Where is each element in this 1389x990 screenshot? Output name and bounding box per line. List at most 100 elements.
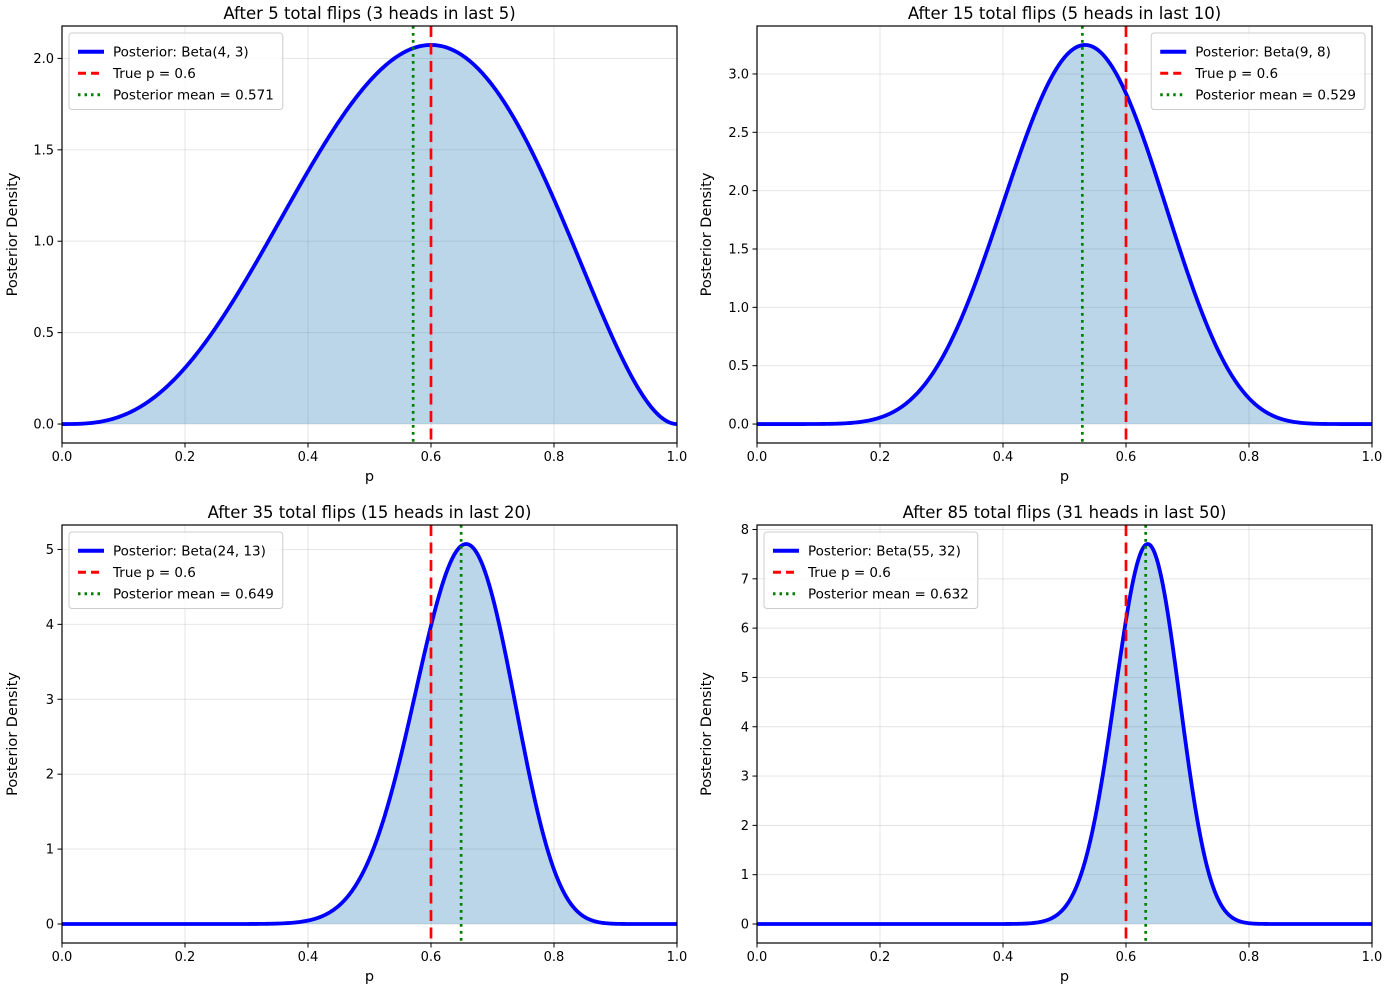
x-tick-label: 0.6 [1116,450,1137,465]
subplot-1: After 5 total flips (3 heads in last 5) … [0,0,694,495]
y-tick-label: 0.0 [33,418,54,433]
posterior-fill [757,44,1372,425]
subplot-3: After 35 total flips (15 heads in last 2… [0,495,694,990]
legend-label: Posterior mean = 0.571 [113,87,274,103]
x-tick-label: 0.4 [993,450,1014,465]
x-tick-label: 0.0 [52,450,73,465]
x-axis-label: p [365,469,374,485]
x-axis-label: p [365,969,374,985]
y-tick-label: 3 [741,770,749,785]
axes-spines [61,524,678,944]
y-tick-label: 0 [741,918,749,933]
x-tick-label: 0.0 [747,450,768,465]
chart-canvas: 0.0 0.2 0.4 0.6 0.8 1.0 0 1 2 3 4 5 p Posterior Densi… [5,524,688,985]
y-tick-label: 6 [741,622,749,637]
x-tick-label: 0.0 [52,950,73,965]
x-tick-label: 0.2 [870,950,891,965]
legend-box [68,531,284,609]
y-tick-label: 0 [46,918,54,933]
legend-label: Posterior mean = 0.529 [1195,87,1356,103]
x-tick-label: 0.2 [870,450,891,465]
legend-box [763,531,979,609]
y-tick-label: 1.5 [33,143,54,158]
y-tick-label: 0.5 [33,326,54,341]
x-tick-label: 0.2 [175,950,196,965]
y-tick-label: 0.0 [728,418,749,433]
y-axis-label: Posterior Density [699,172,715,296]
x-tick-label: 0.4 [298,450,319,465]
y-tick-label: 5 [741,671,749,686]
chart-canvas: 0.0 0.2 0.4 0.6 0.8 1.0 0.0 0.5 1.0 1.5 2.0 2.5 3.0 p… [699,25,1383,485]
legend: Posterior: Beta(9, 8) True p = 0.6 Posteri… [1150,32,1366,110]
x-tick-label: 0.8 [544,950,565,965]
axes-spines [756,524,1373,944]
chart-canvas: 0.0 0.2 0.4 0.6 0.8 1.0 0.0 0.5 1.0 1.5 2.0 p Poster… [5,25,688,485]
legend-box [1150,32,1366,110]
subplot-4: After 85 total flips (31 heads in last 5… [694,495,1389,990]
y-tick-label: 2.5 [728,126,749,141]
x-tick-label: 0.8 [1239,450,1260,465]
y-tick-label: 5 [46,543,54,558]
legend: Posterior: Beta(4, 3) True p = 0.6 Posteri… [68,32,284,110]
y-tick-label: 4 [741,720,749,735]
y-tick-label: 7 [741,572,749,587]
y-axis-label: Posterior Density [5,672,21,796]
x-axis-label: p [1060,469,1069,485]
x-tick-label: 1.0 [667,450,688,465]
x-tick-label: 0.6 [421,950,442,965]
y-tick-label: 1.5 [728,243,749,258]
x-tick-label: 1.0 [1362,950,1383,965]
chart-title: After 85 total flips (31 heads in last 5… [902,503,1227,522]
posterior-curve [61,43,678,426]
x-axis-label: p [1060,969,1069,985]
legend-label: Posterior: Beta(24, 13) [113,543,266,559]
posterior-curve [61,542,678,926]
y-tick-label: 0.5 [728,359,749,374]
x-tick-label: 0.6 [421,450,442,465]
y-axis-label: Posterior Density [699,672,715,796]
y-tick-label: 1 [46,843,54,858]
legend: Posterior: Beta(55, 32) True p = 0.6 Poste… [763,531,979,609]
posterior-curve [756,43,1373,426]
chart-title: After 15 total flips (5 heads in last 10… [907,4,1222,23]
legend-box [68,32,284,110]
chart-canvas: 0.0 0.2 0.4 0.6 0.8 1.0 0 1 2 3 4 5 6 7 8 p Posterior De… [699,523,1383,985]
axes-spines [61,25,678,444]
legend-label: True p = 0.6 [807,565,891,581]
posterior-curve [756,542,1373,926]
y-tick-label: 1.0 [33,235,54,250]
y-tick-label: 2.0 [33,52,54,67]
legend-label: True p = 0.6 [1194,66,1278,82]
x-tick-label: 0.4 [298,950,319,965]
posterior-fill [62,544,677,924]
x-tick-label: 1.0 [1362,450,1383,465]
legend-label: Posterior: Beta(55, 32) [808,543,961,559]
x-tick-label: 0.2 [175,450,196,465]
x-tick-label: 0.0 [747,950,768,965]
legend-label: True p = 0.6 [112,66,196,82]
y-tick-label: 2 [741,819,749,834]
x-tick-label: 0.6 [1116,950,1137,965]
y-axis-label: Posterior Density [5,172,21,296]
y-tick-label: 8 [741,523,749,538]
x-tick-label: 0.4 [993,950,1014,965]
x-tick-label: 0.8 [1239,950,1260,965]
subplot-2: After 15 total flips (5 heads in last 10… [694,0,1389,495]
legend-label: Posterior: Beta(4, 3) [113,44,249,60]
legend: Posterior: Beta(24, 13) True p = 0.6 Poste… [68,531,284,609]
legend-label: True p = 0.6 [112,565,196,581]
chart-title: After 5 total flips (3 heads in last 5) [223,4,516,23]
axes-spines [756,25,1373,444]
legend-label: Posterior: Beta(9, 8) [1195,44,1331,60]
y-tick-label: 3.0 [728,67,749,82]
y-tick-label: 1.0 [728,301,749,316]
y-tick-label: 2 [46,768,54,783]
chart-title: After 35 total flips (15 heads in last 2… [207,503,532,522]
y-tick-label: 3 [46,693,54,708]
x-tick-label: 0.8 [544,450,565,465]
legend-label: Posterior mean = 0.649 [113,586,274,602]
y-tick-label: 1 [741,868,749,883]
x-tick-label: 1.0 [667,950,688,965]
y-tick-label: 2.0 [728,184,749,199]
